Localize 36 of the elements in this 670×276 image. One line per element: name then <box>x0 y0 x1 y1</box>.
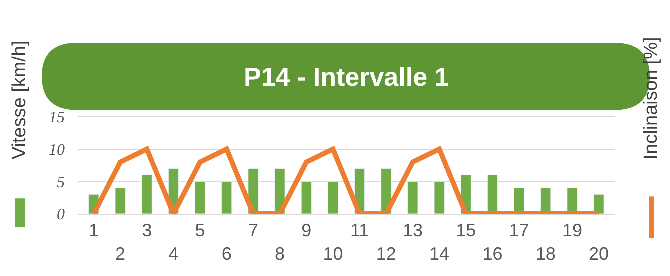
bar <box>434 181 445 214</box>
x-tick-label: 11 <box>350 220 370 241</box>
x-tick-label: 5 <box>195 220 206 241</box>
chart-title: P14 - Intervalle 1 <box>244 62 450 92</box>
bar <box>408 181 418 214</box>
x-tick-label: 6 <box>222 244 232 264</box>
x-tick-label: 12 <box>376 244 396 264</box>
x-tick-label: 9 <box>302 220 312 241</box>
x-tick-label: 1 <box>88 220 99 241</box>
x-tick-label: 7 <box>248 220 258 241</box>
bar <box>328 181 339 214</box>
y-tick-label: 10 <box>49 142 65 159</box>
x-tick-label: 10 <box>323 244 344 264</box>
x-tick-label: 4 <box>168 244 179 264</box>
x-tick-label: 15 <box>456 220 476 241</box>
y-axis-title: Vitesse [km/h] <box>9 40 30 160</box>
bar <box>115 188 126 214</box>
x-tick-label: 8 <box>275 244 286 264</box>
y-tick-label: 0 <box>57 206 65 224</box>
x-tick-label: 19 <box>562 220 582 241</box>
x-tick-label: 20 <box>589 244 610 264</box>
x-tick-label: 16 <box>482 244 503 264</box>
x-tick-label: 3 <box>142 220 152 241</box>
y-tick-label: 5 <box>57 174 65 192</box>
bar <box>222 181 232 214</box>
x-tick-label: 17 <box>509 220 530 241</box>
bar <box>301 181 312 214</box>
x-tick-label: 2 <box>116 244 126 264</box>
y2-axis-title: Inclinaison [%] <box>641 37 662 160</box>
bar <box>594 194 604 214</box>
bar <box>142 174 152 214</box>
x-tick-label: 13 <box>402 220 423 241</box>
x-tick-label: 14 <box>430 244 450 264</box>
bar <box>194 181 206 214</box>
x-tick-label: 18 <box>536 244 556 264</box>
y-tick-label: 15 <box>49 110 65 127</box>
